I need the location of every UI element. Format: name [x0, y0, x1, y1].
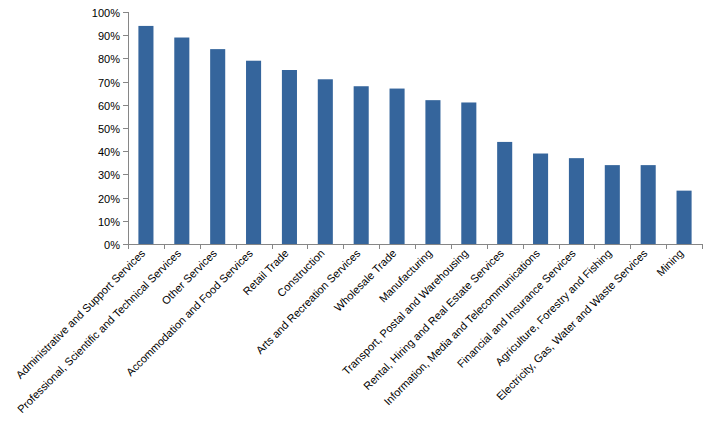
- y-tick-label: 80%: [98, 53, 120, 65]
- y-tick-label: 70%: [98, 77, 120, 89]
- y-tick: [123, 244, 128, 245]
- x-tick-separator: [630, 244, 631, 249]
- bar: [354, 86, 369, 244]
- bar: [390, 89, 405, 244]
- bar: [605, 165, 620, 244]
- y-tick-label: 20%: [98, 193, 120, 205]
- bar: [569, 158, 584, 244]
- x-tick-separator: [451, 244, 452, 249]
- x-tick-separator: [307, 244, 308, 249]
- y-tick: [123, 174, 128, 175]
- bar: [282, 70, 297, 244]
- bar: [174, 38, 189, 244]
- x-tick-label: Mining: [654, 247, 685, 278]
- bar: [641, 165, 656, 244]
- y-tick-label: 50%: [98, 123, 120, 135]
- x-tick-separator: [666, 244, 667, 249]
- bar: [533, 154, 548, 244]
- y-tick: [123, 12, 128, 13]
- chart: 0% 10% 20% 30% 40% 50% 60% 70% 80% 90% 100% Adminis…: [0, 0, 709, 439]
- x-tick-separator: [236, 244, 237, 249]
- y-tick: [123, 221, 128, 222]
- x-tick-separator: [487, 244, 488, 249]
- x-tick-separator: [702, 244, 703, 249]
- y-tick: [123, 128, 128, 129]
- x-tick-separator: [379, 244, 380, 249]
- bar: [210, 49, 225, 244]
- x-tick-separator: [523, 244, 524, 249]
- bar: [497, 142, 512, 244]
- y-tick: [123, 198, 128, 199]
- y-tick-label: 60%: [98, 100, 120, 112]
- y-tick-label: 30%: [98, 169, 120, 181]
- y-tick-label: 0%: [104, 239, 120, 251]
- x-tick-label: Administrative and Support Services: [13, 247, 147, 381]
- x-tick-separator: [343, 244, 344, 249]
- x-tick-separator: [200, 244, 201, 249]
- x-tick-label: Professional, Scientific and Technical S…: [15, 247, 184, 416]
- bar: [138, 26, 153, 244]
- y-tick-label: 10%: [98, 216, 120, 228]
- x-tick-separator: [164, 244, 165, 249]
- x-tick-separator: [415, 244, 416, 249]
- bar: [461, 102, 476, 244]
- x-tick-separator: [594, 244, 595, 249]
- y-tick: [123, 105, 128, 106]
- y-tick: [123, 58, 128, 59]
- y-tick-label: 40%: [98, 146, 120, 158]
- y-tick: [123, 82, 128, 83]
- y-tick: [123, 151, 128, 152]
- x-tick-label: Wholesale Trade: [332, 247, 399, 314]
- y-axis: [128, 12, 129, 244]
- y-tick-label: 100%: [92, 7, 120, 19]
- y-tick-label: 90%: [98, 30, 120, 42]
- x-tick-label: Transport, Postal and Warehousing: [340, 247, 470, 377]
- x-tick-separator: [128, 244, 129, 249]
- x-tick-label: Accommodation and Food Services: [124, 247, 256, 379]
- bar: [425, 100, 440, 244]
- bar: [677, 191, 692, 244]
- y-tick: [123, 35, 128, 36]
- x-tick-label: Electricity, Gas, Water and Waste Servic…: [494, 247, 650, 403]
- x-tick-separator: [272, 244, 273, 249]
- x-tick-separator: [559, 244, 560, 249]
- bar: [246, 61, 261, 244]
- bar: [318, 79, 333, 244]
- x-tick-label: Rental, Hiring and Real Estate Services: [361, 247, 506, 392]
